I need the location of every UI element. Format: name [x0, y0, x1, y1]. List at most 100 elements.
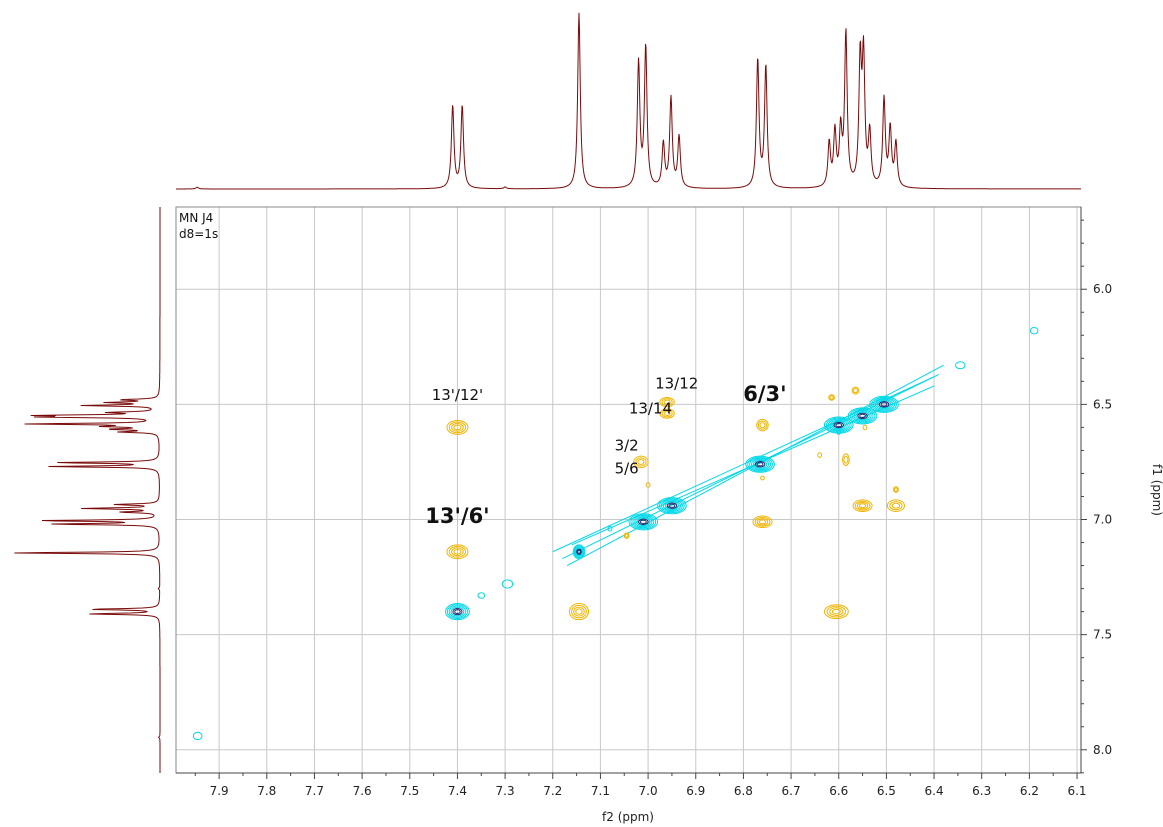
peak-annotation: 13/12	[655, 374, 698, 392]
cross-peak	[446, 544, 469, 560]
contour-ring	[639, 519, 647, 524]
contour-ring	[828, 394, 835, 401]
contour-ring	[893, 486, 899, 493]
x-tick-label: 6.4	[925, 784, 944, 798]
contour-ring	[857, 412, 868, 420]
contour-ring	[831, 420, 846, 430]
cross-peak	[851, 386, 860, 395]
positive-peak	[192, 731, 203, 741]
contour-ring	[754, 516, 771, 527]
x-tick-label: 7.1	[591, 784, 610, 798]
contour-ring	[575, 547, 583, 556]
contour-ring	[192, 731, 203, 741]
contour-ring	[835, 422, 843, 428]
peak-annotation: 13'/6'	[425, 504, 489, 528]
x-tick-label: 7.9	[210, 784, 229, 798]
contour-ring	[446, 419, 469, 435]
contour-ring	[454, 609, 461, 614]
contour-ring	[854, 500, 871, 511]
diagonal-peak	[572, 544, 586, 560]
positive-peak	[477, 592, 486, 599]
contour-ring	[751, 458, 770, 470]
contour-ring	[630, 514, 657, 530]
peak-annotation: 3/2	[615, 436, 639, 454]
contour-ring	[745, 455, 775, 473]
contour-ring	[659, 408, 675, 419]
contour-ring	[574, 546, 584, 558]
contour-ring	[657, 497, 687, 515]
contour-ring	[873, 397, 895, 411]
positive-peak	[501, 579, 514, 589]
plot-frame	[175, 206, 1082, 774]
y-tick-label: 7.5	[1093, 628, 1112, 642]
x-tick-label: 6.7	[782, 784, 801, 798]
contour-ring	[661, 398, 673, 406]
contour-ring	[632, 515, 655, 529]
contour-ring	[623, 532, 630, 539]
contour-ring	[749, 457, 772, 471]
contour-ring	[1029, 326, 1039, 335]
contour-ring	[756, 518, 769, 526]
contour-ring	[659, 498, 685, 514]
contour-ring	[634, 516, 653, 528]
cross-peak	[817, 452, 823, 458]
ridge-line	[552, 376, 935, 553]
contour-ring	[633, 455, 649, 469]
cross-peak	[659, 408, 675, 419]
cross-peak	[659, 396, 675, 408]
y-tick-label: 6.0	[1093, 282, 1112, 296]
contour-ring	[453, 548, 462, 555]
diagonal-peak	[847, 407, 878, 425]
contour-ring	[889, 501, 903, 511]
contour-ring	[869, 395, 899, 413]
contour-ring	[823, 416, 854, 434]
peak-annotation: 5/6	[615, 459, 639, 477]
cross-peak	[756, 418, 769, 432]
contour-peaks	[192, 326, 1039, 741]
plot-grid	[176, 207, 1081, 773]
contour-ring	[571, 604, 587, 619]
contour-ring	[829, 607, 844, 616]
contour-ring	[833, 421, 845, 429]
cross-peak	[633, 455, 649, 469]
contour-ring	[847, 407, 878, 425]
contour-ring	[856, 501, 869, 510]
contour-ring	[450, 606, 465, 617]
contour-ring	[666, 502, 678, 509]
x-tick-label: 6.5	[877, 784, 896, 798]
contour-ring	[871, 396, 897, 412]
contour-ring	[874, 399, 894, 410]
contour-ring	[843, 455, 849, 464]
x-tick-label: 7.4	[448, 784, 467, 798]
contour-ring	[568, 603, 590, 621]
positive-peak	[607, 525, 613, 532]
y-tick-label: 8.0	[1093, 743, 1112, 757]
contour-ring	[659, 396, 675, 408]
x-tick-label: 7.3	[496, 784, 515, 798]
contour-ring	[760, 475, 765, 481]
x-tick-label: 6.3	[972, 784, 991, 798]
contour-ring	[851, 409, 874, 423]
contour-ring	[660, 499, 683, 513]
contour-ring	[577, 549, 581, 554]
contour-ring	[445, 603, 470, 621]
contour-ring	[453, 424, 462, 431]
contour-ring	[637, 458, 645, 465]
contour-ring	[880, 402, 888, 407]
contour-ring	[752, 515, 773, 529]
contour-ring	[452, 608, 463, 616]
x-tick-label: 6.1	[1067, 784, 1086, 798]
y-axis-title: f1 (ppm)	[1150, 464, 1163, 516]
contour-ring	[448, 421, 467, 434]
contour-ring	[661, 409, 673, 418]
contour-ring	[862, 424, 868, 431]
corner-text-delay: d8=1s	[179, 227, 218, 241]
contour-ring	[572, 544, 586, 560]
x-tick-label: 7.0	[639, 784, 658, 798]
contour-ring	[664, 501, 680, 510]
x-tick-label: 7.8	[257, 784, 276, 798]
contour-ring	[849, 408, 876, 424]
contour-ring	[836, 429, 842, 435]
contour-ring	[823, 604, 849, 620]
contour-ring	[754, 461, 766, 468]
